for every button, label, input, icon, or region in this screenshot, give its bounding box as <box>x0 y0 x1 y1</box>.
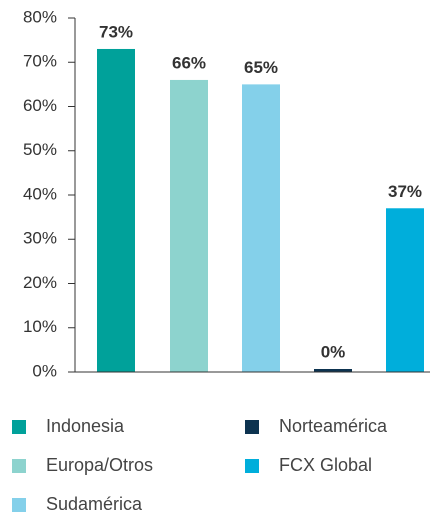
y-tick-label: 0% <box>32 361 57 380</box>
legend-swatch <box>245 420 259 434</box>
bar <box>242 84 280 372</box>
legend-label: Indonesia <box>46 416 125 436</box>
legend-swatch <box>12 498 26 512</box>
y-tick-label: 20% <box>23 273 57 292</box>
y-tick-label: 10% <box>23 317 57 336</box>
y-tick-label: 30% <box>23 229 57 248</box>
value-label: 0% <box>321 342 346 361</box>
value-label: 73% <box>99 22 133 41</box>
y-tick-label: 80% <box>23 7 57 26</box>
legend-swatch <box>245 459 259 473</box>
bar <box>386 208 424 372</box>
legend-label: Sudamérica <box>46 494 143 514</box>
value-label: 37% <box>388 182 422 201</box>
y-tick-label: 60% <box>23 96 57 115</box>
legend-swatch <box>12 420 26 434</box>
value-label: 66% <box>172 53 206 72</box>
bar <box>314 369 352 372</box>
value-label: 65% <box>244 58 278 77</box>
bar <box>170 79 208 372</box>
legend-swatch <box>12 459 26 473</box>
bar <box>97 48 135 372</box>
legend-label: FCX Global <box>279 455 372 475</box>
y-tick-label: 50% <box>23 140 57 159</box>
legend-label: Europa/Otros <box>46 455 153 475</box>
legend-label: Norteamérica <box>279 416 388 436</box>
y-tick-label: 40% <box>23 184 57 203</box>
y-tick-label: 70% <box>23 52 57 71</box>
